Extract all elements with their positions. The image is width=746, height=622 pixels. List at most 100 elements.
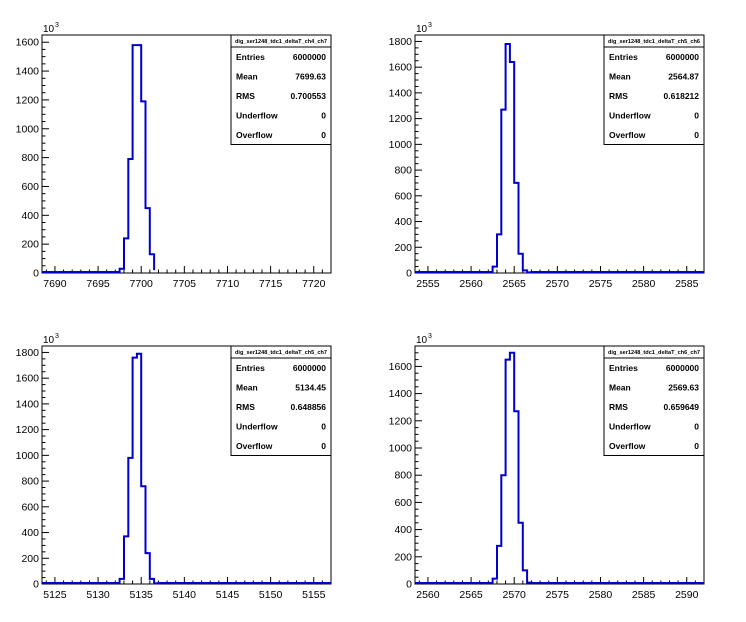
panel-1-stats-label: Overflow <box>236 130 273 140</box>
panel-3-stats-value: 0 <box>321 441 326 451</box>
panel-4-ytick-label: 1400 <box>389 388 413 400</box>
panel-2-stats-label: Mean <box>609 72 631 82</box>
panel-3-xtick-label: 5140 <box>173 589 197 601</box>
panel-3-ytick-label: 1800 <box>16 347 40 359</box>
panel-1-stats-title: dig_ser1248_tdc1_deltaT_ch4_ch7 <box>235 39 327 45</box>
panel-2-xtick-label: 2575 <box>589 278 613 290</box>
panel-1-xtick-label: 7700 <box>130 278 154 290</box>
panel-4-stats-label: Underflow <box>609 422 651 432</box>
panel-2-stats-value: 6000000 <box>666 52 699 62</box>
panel-1-stats-label: RMS <box>236 91 255 101</box>
panel-4-ytick-label: 1600 <box>389 361 413 373</box>
panel-3-stats-label: Mean <box>236 383 258 393</box>
panel-1-xtick-label: 7705 <box>173 278 197 290</box>
panel-4-ytick-label: 600 <box>394 497 412 509</box>
panel-3: 5125 5130 5135 5140 5145 5150 5155 0 200 400 600 80… <box>16 333 332 601</box>
panel-2-ytick-label: 1400 <box>389 87 413 99</box>
panel-2-ytick-label: 400 <box>394 216 412 228</box>
panel-2-xtick-label: 2585 <box>675 278 699 290</box>
panel-4-ytick-label: 1000 <box>389 443 413 455</box>
panel-1-ytick-label: 800 <box>21 152 39 164</box>
panel-1-ytick-label: 1600 <box>16 37 40 49</box>
panel-1-xtick-label: 7695 <box>86 278 110 290</box>
panel-3-ytick-label: 200 <box>21 553 39 565</box>
panel-3-ytick-label: 1400 <box>16 398 40 410</box>
panel-1-histogram-line <box>42 44 156 273</box>
panel-4-stats-label: Mean <box>609 383 631 393</box>
panel-4-stats-value: 2569.63 <box>668 383 699 393</box>
panel-3-stats-value: 0 <box>321 422 326 432</box>
panel-1-stats-value: 0 <box>321 130 326 140</box>
panel-2-histogram-line <box>415 43 704 274</box>
panel-3-stats-label: RMS <box>236 402 255 412</box>
panel-3-stats-value: 6000000 <box>293 363 326 373</box>
panel-1-ytick-label: 600 <box>21 181 39 193</box>
panel-3-stats-label: Underflow <box>236 422 278 432</box>
panel-2-xtick-label: 2570 <box>546 278 570 290</box>
panel-1-exponent-label: 10 <box>43 24 55 35</box>
panel-2-ytick-label: 200 <box>394 242 412 254</box>
panel-1-ytick-label: 1000 <box>16 123 40 135</box>
panel-4-xtick-label: 2570 <box>503 589 527 601</box>
panel-3-histogram-line <box>42 352 331 585</box>
panel-2-stats-value: 2564.87 <box>668 72 699 82</box>
panel-3-xtick-label: 5155 <box>302 589 326 601</box>
panel-4-stats-value: 0.659649 <box>664 402 700 412</box>
panel-2-xtick-label: 2555 <box>416 278 440 290</box>
panel-4-xtick-label: 2590 <box>675 589 699 601</box>
panel-3-xtick-label: 5135 <box>130 589 154 601</box>
panel-3-exponent-label: 10 <box>43 335 55 346</box>
panel-3-ytick-label: 800 <box>21 476 39 488</box>
panel-2-xtick-label: 2565 <box>503 278 527 290</box>
panel-3-ytick-label: 600 <box>21 501 39 513</box>
panel-1-ytick-label: 1200 <box>16 94 40 106</box>
panel-3-ytick-label: 0 <box>33 579 39 591</box>
panel-4-stats-label: RMS <box>609 402 628 412</box>
panel-4-xtick-label: 2565 <box>459 589 483 601</box>
panel-1-exponent-power: 3 <box>55 22 59 29</box>
panel-2-stats-label: Underflow <box>609 111 651 121</box>
panel-2: 2555 2560 2565 2570 2575 2580 2585 0 200 400 600 80… <box>389 22 705 290</box>
panel-4-ytick-label: 200 <box>394 551 412 563</box>
panel-1-stats-value: 7699.63 <box>295 72 326 82</box>
panel-1-stats-box <box>230 34 332 145</box>
panel-2-ytick-label: 600 <box>394 190 412 202</box>
panel-2-stats-value: 0.618212 <box>664 91 700 101</box>
panel-3-exponent-power: 3 <box>55 333 59 340</box>
panel-3-ytick-label: 1000 <box>16 450 40 462</box>
panel-4-stats-box <box>603 345 705 456</box>
panel-3-stats-box <box>230 345 332 456</box>
panel-1-xtick-label: 7715 <box>259 278 283 290</box>
panel-2-stats-box <box>603 34 705 145</box>
panel-1-xtick-label: 7710 <box>216 278 240 290</box>
panel-1-xtick-label: 7720 <box>302 278 326 290</box>
panel-4-exponent-power: 3 <box>428 333 432 340</box>
panel-4-exponent-label: 10 <box>416 335 428 346</box>
panel-2-stats-label: RMS <box>609 91 628 101</box>
panel-2-stats-title: dig_ser1248_tdc1_deltaT_ch5_ch6 <box>608 39 700 45</box>
panel-2-ytick-label: 0 <box>406 268 412 280</box>
panel-2-stats-value: 0 <box>694 130 699 140</box>
panel-4-stats-label: Overflow <box>609 441 646 451</box>
panel-1-stats-value: 6000000 <box>293 52 326 62</box>
panel-3-xtick-label: 5130 <box>86 589 110 601</box>
panel-3-stats-value: 0.648856 <box>291 402 327 412</box>
panel-3-stats-label: Entries <box>236 363 265 373</box>
panel-2-xtick-label: 2580 <box>632 278 656 290</box>
panel-4-stats-title: dig_ser1248_tdc1_deltaT_ch6_ch7 <box>608 350 700 356</box>
panel-1-stats-value: 0.700553 <box>291 91 327 101</box>
panel-3-xtick-label: 5125 <box>43 589 67 601</box>
panel-3-stats-label: Overflow <box>236 441 273 451</box>
panel-1-stats-label: Mean <box>236 72 258 82</box>
panel-2-ytick-label: 1000 <box>389 139 413 151</box>
panel-4-stats-value: 0 <box>694 441 699 451</box>
panel-2-exponent-power: 3 <box>428 22 432 29</box>
panel-4-xtick-label: 2575 <box>546 589 570 601</box>
panel-3-xtick-label: 5150 <box>259 589 283 601</box>
panel-2-ytick-label: 800 <box>394 165 412 177</box>
panel-4-xtick-label: 2585 <box>632 589 656 601</box>
panel-4-stats-label: Entries <box>609 363 638 373</box>
panel-2-stats-value: 0 <box>694 111 699 121</box>
panel-1-stats-label: Underflow <box>236 111 278 121</box>
